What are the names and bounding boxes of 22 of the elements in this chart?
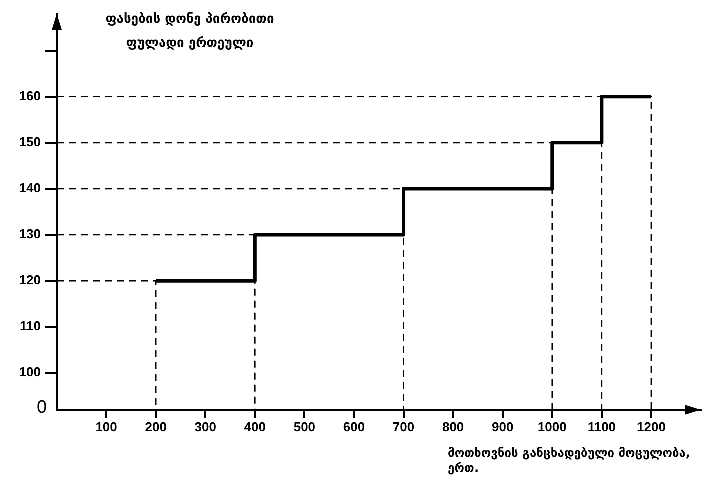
x-tick-label: 1100 <box>588 419 616 434</box>
x-tick-label: 700 <box>392 419 415 434</box>
x-tick-label: 900 <box>492 419 514 434</box>
x-tick-label: 1000 <box>538 419 567 434</box>
x-tick-label: 200 <box>145 419 167 434</box>
y-tick-label: 110 <box>20 318 41 334</box>
y-tick-label: 100 <box>19 364 41 380</box>
x-tick-label: 1200 <box>637 419 666 434</box>
x-axis-title: მოთხოვნის განცხადებული მოცულობა, ერთ. <box>448 446 692 476</box>
y-tick-label: 120 <box>19 272 41 288</box>
y-tick-label: 140 <box>19 180 41 196</box>
x-tick-label: 800 <box>442 419 464 434</box>
x-tick-label: 600 <box>343 419 366 434</box>
x-tick-label: 300 <box>194 419 216 434</box>
y-tick-label: 130 <box>19 226 41 242</box>
x-tick-label: 100 <box>96 419 118 434</box>
text: 0 <box>36 396 47 417</box>
y-tick-label: 160 <box>19 88 41 104</box>
x-tick-label: 400 <box>244 419 266 434</box>
y-tick-label: 150 <box>19 134 41 150</box>
y-axis-title: ფასების დონე პირობითი ფულადი ერთეული <box>104 11 276 53</box>
x-tick-label: 500 <box>294 419 316 434</box>
